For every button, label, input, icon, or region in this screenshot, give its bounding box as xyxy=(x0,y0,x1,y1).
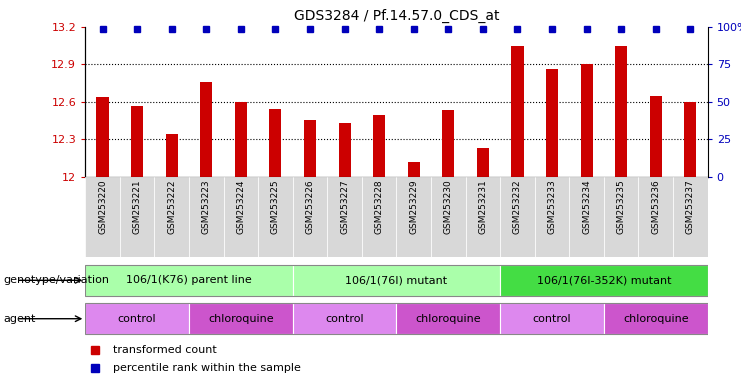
Text: agent: agent xyxy=(4,314,36,324)
Bar xyxy=(362,177,396,257)
Text: GSM253233: GSM253233 xyxy=(548,179,556,234)
Bar xyxy=(673,177,708,257)
Bar xyxy=(85,265,293,296)
Bar xyxy=(431,177,465,257)
Bar xyxy=(189,177,224,257)
Bar xyxy=(476,148,489,177)
Text: GSM253237: GSM253237 xyxy=(686,179,695,234)
Bar xyxy=(269,109,282,177)
Bar xyxy=(684,102,697,177)
Title: GDS3284 / Pf.14.57.0_CDS_at: GDS3284 / Pf.14.57.0_CDS_at xyxy=(293,9,499,23)
Text: transformed count: transformed count xyxy=(113,345,217,356)
Text: GSM253232: GSM253232 xyxy=(513,179,522,234)
Text: GSM253221: GSM253221 xyxy=(133,179,142,234)
Bar xyxy=(120,177,154,257)
Bar xyxy=(293,177,328,257)
Bar xyxy=(396,303,500,334)
Text: GSM253227: GSM253227 xyxy=(340,179,349,234)
Bar xyxy=(465,177,500,257)
Text: GSM253222: GSM253222 xyxy=(167,179,176,233)
Text: GSM253223: GSM253223 xyxy=(202,179,210,234)
Text: chloroquine: chloroquine xyxy=(208,314,273,324)
Bar xyxy=(85,303,189,334)
Text: chloroquine: chloroquine xyxy=(416,314,481,324)
Bar xyxy=(189,303,293,334)
Text: GSM253224: GSM253224 xyxy=(236,179,245,233)
Bar xyxy=(165,134,178,177)
Bar xyxy=(304,121,316,177)
Text: control: control xyxy=(325,314,364,324)
Bar xyxy=(500,303,604,334)
Bar xyxy=(500,177,535,257)
Bar xyxy=(235,102,247,177)
Text: chloroquine: chloroquine xyxy=(623,314,688,324)
Text: percentile rank within the sample: percentile rank within the sample xyxy=(113,362,301,373)
Bar xyxy=(535,177,569,257)
Bar xyxy=(604,303,708,334)
Text: genotype/variation: genotype/variation xyxy=(4,275,110,285)
Text: 106/1(76I) mutant: 106/1(76I) mutant xyxy=(345,275,448,285)
Text: GSM253231: GSM253231 xyxy=(479,179,488,234)
Bar xyxy=(85,177,120,257)
Bar xyxy=(442,111,454,177)
Bar xyxy=(546,69,558,177)
Text: GSM253226: GSM253226 xyxy=(305,179,314,234)
Bar xyxy=(650,96,662,177)
Bar xyxy=(200,82,212,177)
Bar xyxy=(511,46,523,177)
Bar xyxy=(569,177,604,257)
Bar xyxy=(328,177,362,257)
Bar xyxy=(154,177,189,257)
Text: 106/1(76I-352K) mutant: 106/1(76I-352K) mutant xyxy=(536,275,671,285)
Bar xyxy=(615,46,627,177)
Bar xyxy=(293,265,500,296)
Text: GSM253234: GSM253234 xyxy=(582,179,591,234)
Bar xyxy=(408,162,419,177)
Text: GSM253235: GSM253235 xyxy=(617,179,625,234)
Text: GSM253228: GSM253228 xyxy=(375,179,384,234)
Bar xyxy=(604,177,639,257)
Text: GSM253220: GSM253220 xyxy=(98,179,107,234)
Text: control: control xyxy=(118,314,156,324)
Text: 106/1(K76) parent line: 106/1(K76) parent line xyxy=(126,275,252,285)
Bar xyxy=(639,177,673,257)
Bar xyxy=(500,265,708,296)
Text: GSM253230: GSM253230 xyxy=(444,179,453,234)
Text: GSM253229: GSM253229 xyxy=(409,179,418,234)
Bar xyxy=(224,177,258,257)
Bar xyxy=(580,64,593,177)
Bar xyxy=(293,303,396,334)
Bar xyxy=(258,177,293,257)
Bar xyxy=(373,116,385,177)
Bar xyxy=(396,177,431,257)
Text: GSM253225: GSM253225 xyxy=(271,179,280,234)
Bar xyxy=(96,97,108,177)
Bar xyxy=(339,123,350,177)
Text: GSM253236: GSM253236 xyxy=(651,179,660,234)
Text: control: control xyxy=(533,314,571,324)
Bar xyxy=(131,106,143,177)
